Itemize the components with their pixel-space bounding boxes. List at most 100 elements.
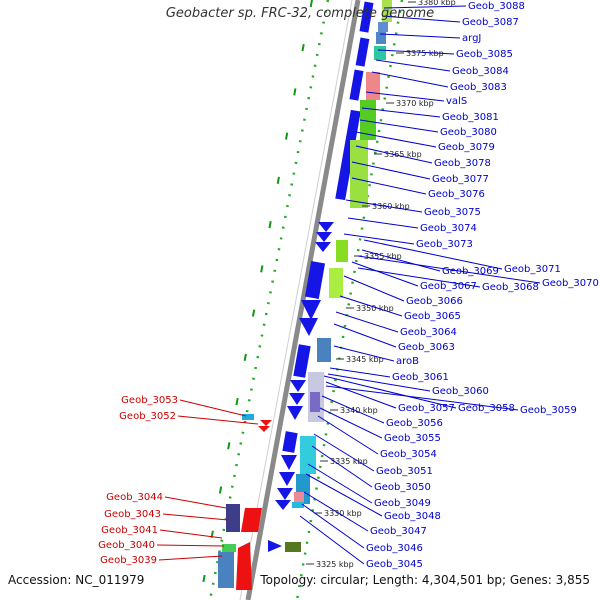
- gene-block: [349, 69, 364, 101]
- forward-gene-label: Geob_3083: [450, 82, 507, 93]
- forward-gene-label: aroB: [396, 356, 419, 367]
- callout-line: [321, 395, 385, 424]
- gene-block: [359, 1, 374, 33]
- tick-label: 3345 kbp: [346, 355, 384, 364]
- forward-gene-label: argJ: [462, 33, 481, 44]
- gene-arrow: [316, 232, 332, 242]
- tick-labels: 3380 kbp 3375 kbp 3370 kbp 3365 kbp 3360 kbp…: [306, 0, 456, 569]
- tick-label: 3325 kbp: [316, 560, 354, 569]
- tick-label: 3375 kbp: [406, 49, 444, 58]
- forward-gene-label: Geob_3070: [542, 278, 599, 289]
- accession-text: Accession: NC_011979: [8, 573, 145, 587]
- forward-gene-label: Geob_3054: [380, 449, 437, 460]
- forward-gene-label: Geob_3081: [442, 112, 499, 123]
- reverse-gene-label: Geob_3043: [104, 509, 161, 520]
- tick-label: 3330 kbp: [324, 509, 362, 518]
- map-title: Geobacter sp. FRC-32, complete genome: [165, 6, 435, 21]
- forward-gene-label: Geob_3080: [440, 127, 497, 138]
- callout-line: [343, 275, 405, 302]
- forward-gene-label: Geob_3085: [456, 49, 513, 60]
- callout-line: [351, 261, 419, 287]
- gene-arrow: [290, 380, 306, 392]
- forward-gene-label: Geob_3065: [404, 311, 461, 322]
- tick-label: 3380 kbp: [418, 0, 456, 7]
- forward-gene-label: Geob_3076: [428, 189, 485, 200]
- callout-line: [355, 145, 433, 164]
- gene-arrow: [241, 520, 260, 532]
- gene-arrow: [275, 500, 291, 510]
- callout-line: [159, 529, 223, 539]
- forward-gene-label: Geob_3048: [384, 511, 441, 522]
- feature-blocks: [285, 0, 392, 552]
- callout-line: [323, 375, 457, 409]
- callout-line: [351, 161, 431, 180]
- forward-gene-label: Geob_3057: [398, 403, 455, 414]
- gene-block: [304, 261, 326, 299]
- callout-line: [361, 249, 441, 272]
- callout-line: [345, 199, 423, 213]
- callout-line: [347, 217, 419, 229]
- gene-arrow: [236, 542, 252, 590]
- callout-line: [355, 131, 437, 148]
- reverse-gene-label: Geob_3040: [98, 540, 155, 551]
- callout-line: [162, 513, 229, 521]
- gene-arrow: [277, 488, 293, 500]
- forward-gene-label: Geob_3058: [458, 403, 515, 414]
- forward-gene-label: Geob_3045: [366, 559, 423, 570]
- callout-line: [363, 239, 503, 270]
- forward-gene-label: valS: [446, 96, 467, 107]
- forward-gene-label: Geob_3073: [416, 239, 473, 250]
- callout-line: [333, 345, 395, 362]
- gene-arrow: [268, 540, 282, 552]
- gene-arrow: [258, 426, 270, 432]
- callout-line: [179, 399, 247, 417]
- forward-gene-label: Geob_3046: [366, 543, 423, 554]
- callout-line: [319, 407, 383, 439]
- forward-gene-labels: Geob_3088 Geob_3087 argJ Geob_3085 Geob_3084…: [299, 1, 599, 570]
- forward-gene-label: Geob_3077: [432, 174, 489, 185]
- callout-line: [327, 373, 431, 392]
- gene-block: [242, 414, 254, 420]
- forward-gene-label: Geob_3075: [424, 207, 481, 218]
- forward-gene-label: Geob_3055: [384, 433, 441, 444]
- forward-gene-label: Geob_3071: [504, 264, 561, 275]
- forward-gene-label: Geob_3063: [398, 342, 455, 353]
- callout-line: [377, 49, 455, 55]
- callout-line: [164, 496, 227, 509]
- reverse-gene-labels: Geob_3053 Geob_3052 Geob_3044 Geob_3043 Geob…: [98, 395, 259, 566]
- forward-gene-label: Geob_3088: [468, 1, 525, 12]
- gene-arrow: [281, 455, 297, 470]
- gene-arrow: [318, 222, 334, 232]
- gene-block: [218, 552, 234, 588]
- callout-line: [361, 107, 441, 118]
- forward-gene-label: Geob_3049: [374, 498, 431, 509]
- callout-line: [343, 233, 415, 245]
- callout-line: [305, 473, 383, 517]
- topology-text: Topology: circular; Length: 4,304,501 bp…: [260, 573, 590, 587]
- tick-label: 3355 kbp: [364, 252, 402, 261]
- forward-gene-label: Geob_3056: [386, 418, 443, 429]
- forward-genes: [268, 1, 374, 552]
- tick-label: 3370 kbp: [396, 99, 434, 108]
- forward-gene-label: Geob_3066: [406, 296, 463, 307]
- reverse-gene-label: Geob_3041: [101, 525, 158, 536]
- gene-arrow: [287, 406, 303, 420]
- gene-block: [222, 544, 236, 552]
- callout-line: [357, 267, 481, 288]
- gene-arrow: [301, 300, 321, 320]
- gene-arrow: [289, 393, 305, 405]
- forward-gene-label: Geob_3074: [420, 223, 477, 234]
- callout-line: [359, 119, 439, 133]
- callout-line: [365, 91, 445, 102]
- callout-line: [177, 415, 259, 425]
- callout-line: [329, 367, 391, 378]
- callout-line: [311, 445, 373, 488]
- callout-line: [299, 515, 365, 565]
- gene-arrow: [279, 472, 295, 486]
- reverse-gene-label: Geob_3053: [121, 395, 178, 406]
- callout-line: [335, 311, 399, 333]
- callout-line: [303, 491, 369, 532]
- forward-gene-label: Geob_3061: [392, 372, 449, 383]
- callout-line: [339, 295, 403, 317]
